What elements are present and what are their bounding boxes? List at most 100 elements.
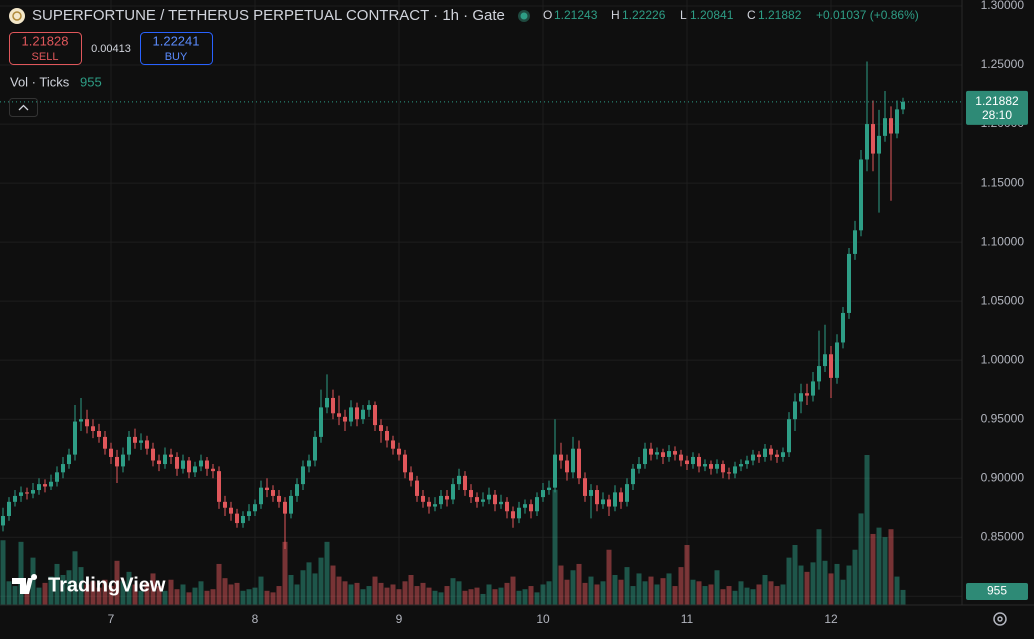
candle-body: [205, 460, 209, 469]
x-tick-label: 8: [252, 612, 259, 626]
volume-bar: [318, 557, 324, 605]
candle-body: [877, 135, 881, 154]
candle-body: [283, 501, 287, 514]
candle-body: [499, 501, 503, 505]
volume-bar: [516, 590, 522, 605]
volume-bar: [342, 581, 348, 605]
volume-bar: [804, 571, 810, 605]
candle-body: [637, 464, 641, 469]
buy-label: BUY: [165, 51, 188, 63]
y-tick-label: 1.00000: [981, 352, 1025, 366]
volume-bar: [126, 571, 132, 605]
ohlc-value: 1.22226: [622, 8, 666, 22]
volume-bar: [726, 586, 732, 605]
volume-bar: [282, 541, 288, 605]
volume-bar: [522, 589, 528, 605]
volume-bar: [612, 575, 618, 605]
volume-bar: [252, 587, 258, 605]
collapse-button[interactable]: [9, 98, 38, 117]
candle-body: [355, 407, 359, 420]
indicator-name[interactable]: Vol · Ticks: [10, 74, 70, 89]
ohlc-label: C: [747, 8, 756, 22]
volume-bar: [588, 576, 594, 605]
candle-body: [259, 487, 263, 505]
volume-bar: [492, 589, 498, 605]
candle-body: [13, 495, 17, 502]
candle-body: [313, 436, 317, 461]
volume-bar: [42, 582, 48, 605]
candle-body: [409, 472, 413, 481]
ohlc-value: 1.21882: [758, 8, 802, 22]
candle-body: [571, 448, 575, 473]
volume-bar: [432, 590, 438, 605]
candle-body: [73, 421, 77, 455]
volume-tag-label: 955: [987, 584, 1007, 598]
volume-bar: [852, 549, 858, 605]
y-tick-label: 1.30000: [981, 0, 1025, 12]
volume-bar: [168, 579, 174, 605]
candle-body: [463, 475, 467, 491]
volume-bar: [354, 582, 360, 605]
volume-bar: [678, 567, 684, 605]
settings-icon[interactable]: [993, 612, 1007, 626]
candle-body: [247, 511, 251, 516]
volume-bar: [294, 584, 300, 605]
volume-bar: [462, 590, 468, 605]
sell-button[interactable]: [9, 32, 82, 65]
candle-body: [607, 499, 611, 507]
candle-body: [505, 501, 509, 512]
buy-price: 1.22241: [153, 33, 200, 48]
volume-bar: [774, 586, 780, 605]
volume-bar: [840, 579, 846, 605]
volume-bar: [744, 587, 750, 605]
y-tick-label: 1.05000: [981, 293, 1025, 307]
candle-body: [769, 448, 773, 455]
ohlc-label: O: [543, 8, 552, 22]
x-tick-label: 7: [108, 612, 115, 626]
volume-bar: [384, 587, 390, 605]
volume-bar: [114, 560, 120, 605]
candle-body: [535, 497, 539, 512]
candle-body: [229, 507, 233, 514]
candle-body: [475, 497, 479, 502]
ohlc-change: +0.01037 (+0.86%): [816, 8, 919, 22]
volume-bar: [36, 587, 42, 605]
volume-bar: [138, 590, 144, 605]
volume-bar: [786, 557, 792, 605]
ohlc-label: L: [680, 8, 687, 22]
volume-bar: [534, 592, 540, 605]
volume-bar: [324, 541, 330, 605]
candle-body: [871, 124, 875, 154]
candle-body: [511, 511, 515, 519]
volume-bar: [792, 545, 798, 605]
volume-bar: [96, 587, 102, 605]
candle-body: [853, 230, 857, 254]
candle-body: [673, 451, 677, 455]
volume-bar: [360, 589, 366, 605]
candle-body: [175, 456, 179, 469]
volume-bar: [240, 590, 246, 605]
volume-bar: [198, 581, 204, 605]
volume-pane: [0, 455, 906, 605]
candle-body: [427, 501, 431, 507]
volume-bar: [408, 575, 414, 605]
candle-body: [889, 118, 893, 134]
volume-bar: [876, 527, 882, 605]
volume-bar: [18, 541, 24, 605]
volume-bar: [438, 592, 444, 605]
buy-button[interactable]: [140, 32, 213, 65]
symbol-title[interactable]: SUPERFORTUNE / TETHERUS PERPETUAL CONTRA…: [32, 7, 505, 24]
volume-bar: [348, 584, 354, 605]
candle-body: [157, 460, 161, 465]
x-tick-label: 12: [824, 612, 838, 626]
candle-body: [271, 490, 275, 496]
volume-bar: [330, 565, 336, 605]
grid: [0, 0, 962, 605]
symbol-icon: [12, 11, 22, 21]
candle-body: [421, 495, 425, 502]
candle-body: [91, 426, 95, 431]
volume-bar: [54, 563, 60, 605]
candle-body: [139, 440, 143, 443]
candle-body: [487, 494, 491, 500]
countdown: 28:10: [982, 108, 1012, 122]
